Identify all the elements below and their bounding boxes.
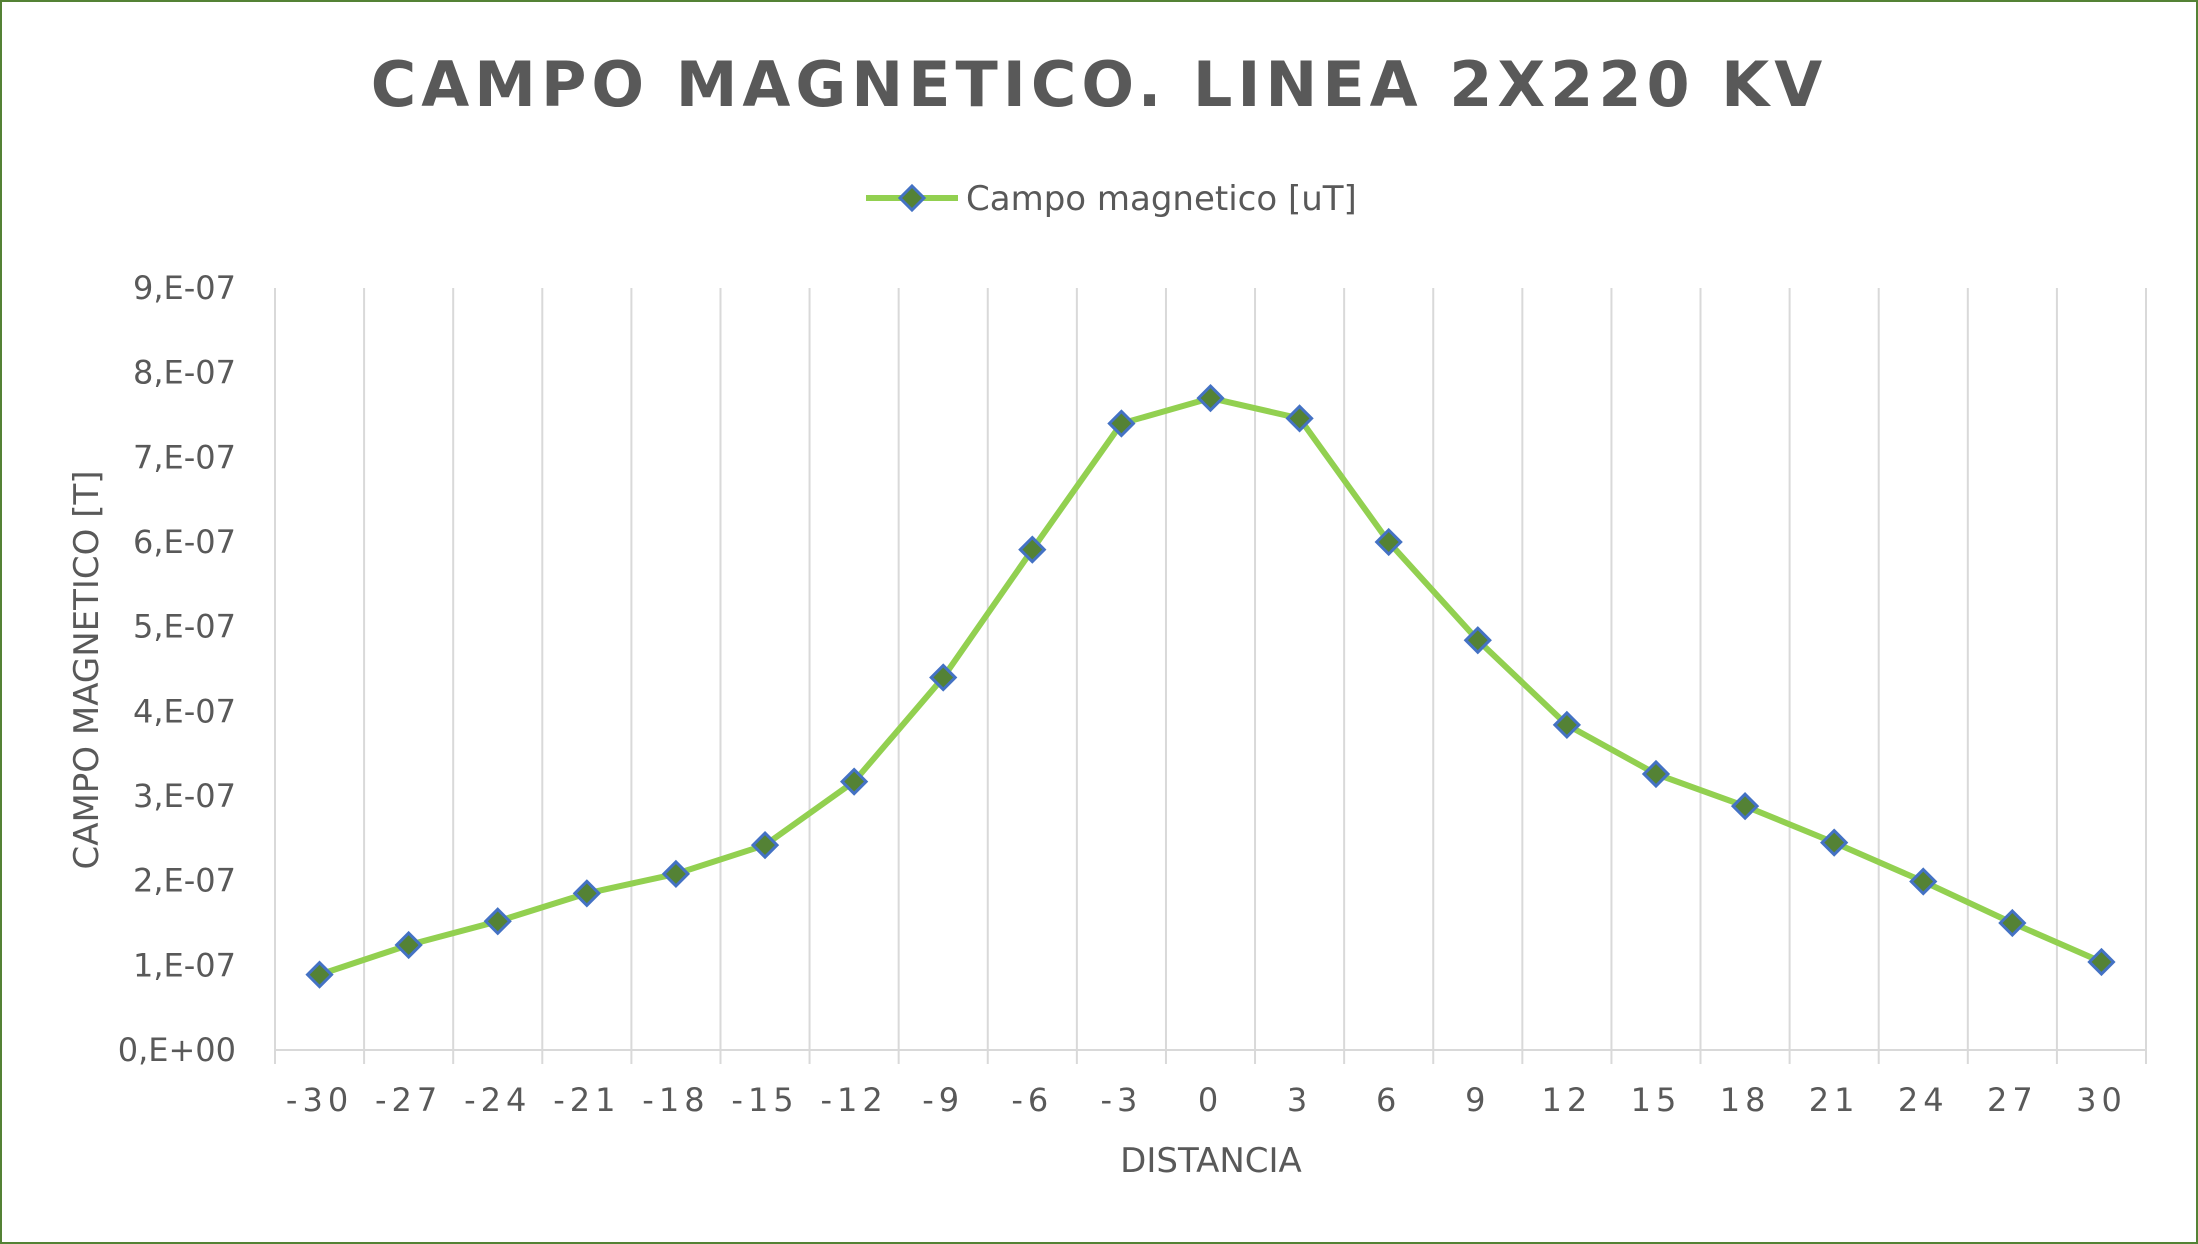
axes	[274, 1049, 2147, 1064]
legend-marker-icon	[897, 183, 927, 213]
data-point-marker	[1552, 710, 1582, 740]
chart-title: CAMPO MAGNETICO. LINEA 2X220 KV	[371, 48, 1827, 121]
y-tick-label: 4,E-07	[133, 692, 236, 730]
y-tick-label: 7,E-07	[133, 438, 236, 476]
x-tick-label: -24	[464, 1081, 531, 1119]
y-tick-label: 3,E-07	[133, 777, 236, 815]
data-point-marker	[1374, 527, 1403, 557]
x-tick-label: 0	[1198, 1081, 1223, 1119]
x-tick-label: 18	[1720, 1081, 1771, 1119]
x-tick-label: 9	[1465, 1081, 1490, 1119]
data-point-marker	[1018, 535, 1047, 564]
data-point-marker	[929, 663, 958, 692]
data-point-marker	[1107, 409, 1136, 438]
x-tick-label: 6	[1376, 1081, 1401, 1119]
x-tick-label: 3	[1287, 1081, 1312, 1119]
x-tick-label: -21	[553, 1081, 620, 1119]
data-point-marker	[1909, 867, 1938, 896]
data-point-marker	[1285, 404, 1314, 433]
x-tick-label: -30	[286, 1081, 353, 1119]
data-point-marker	[661, 859, 691, 889]
legend-label: Campo magnetico [uT]	[966, 179, 1357, 219]
y-tick-label: 8,E-07	[133, 354, 236, 392]
y-axis-ticks: 0,E+00 1,E-07 2,E-07 3,E-07 4,E-07 5,E-07 6,E-…	[118, 269, 236, 1069]
data-point-marker	[1820, 828, 1849, 857]
data-point-marker	[305, 960, 334, 989]
y-tick-label: 1,E-07	[133, 946, 236, 984]
x-tick-label: 15	[1631, 1081, 1682, 1119]
x-tick-label: 24	[1898, 1081, 1949, 1119]
data-point-marker	[1998, 908, 2027, 938]
series-layer	[305, 383, 2116, 989]
gridlines	[274, 288, 2147, 1050]
data-point-marker	[839, 767, 869, 796]
y-axis-title: CAMPO MAGNETICO [T]	[67, 470, 107, 869]
y-tick-label: 2,E-07	[133, 862, 236, 900]
legend: Campo magnetico [uT]	[866, 179, 1357, 219]
x-tick-label: 12	[1542, 1081, 1593, 1119]
y-tick-label: 0,E+00	[118, 1031, 236, 1069]
y-tick-label: 9,E-07	[133, 269, 236, 307]
x-tick-label: -15	[731, 1081, 798, 1119]
data-point-marker	[1730, 792, 1760, 821]
x-tick-label: -27	[375, 1081, 442, 1119]
y-tick-label: 5,E-07	[133, 608, 236, 646]
x-axis-ticks: -30 -27 -24 -21 -18 -15 -12 -9 -6 -3 0 3 6 9 12 15 18 21 2…	[286, 1081, 2127, 1119]
data-point-marker	[572, 879, 601, 908]
x-tick-label: -6	[1011, 1081, 1053, 1119]
data-point-marker	[1196, 383, 1225, 413]
data-point-marker	[394, 930, 423, 960]
data-point-marker	[1641, 759, 1671, 789]
data-point-marker	[2087, 947, 2116, 977]
x-tick-label: 27	[1987, 1081, 2038, 1119]
x-tick-label: -12	[820, 1081, 887, 1119]
x-tick-label: 21	[1809, 1081, 1860, 1119]
x-tick-label: -9	[922, 1081, 964, 1119]
x-tick-label: 30	[2076, 1081, 2127, 1119]
x-axis-title: DISTANCIA	[1120, 1141, 1302, 1181]
data-point-marker	[750, 830, 780, 860]
data-point-marker	[483, 907, 512, 936]
y-tick-label: 6,E-07	[133, 523, 236, 561]
x-tick-label: -3	[1100, 1081, 1142, 1119]
x-tick-label: -18	[642, 1081, 709, 1119]
data-point-marker	[1463, 626, 1492, 655]
